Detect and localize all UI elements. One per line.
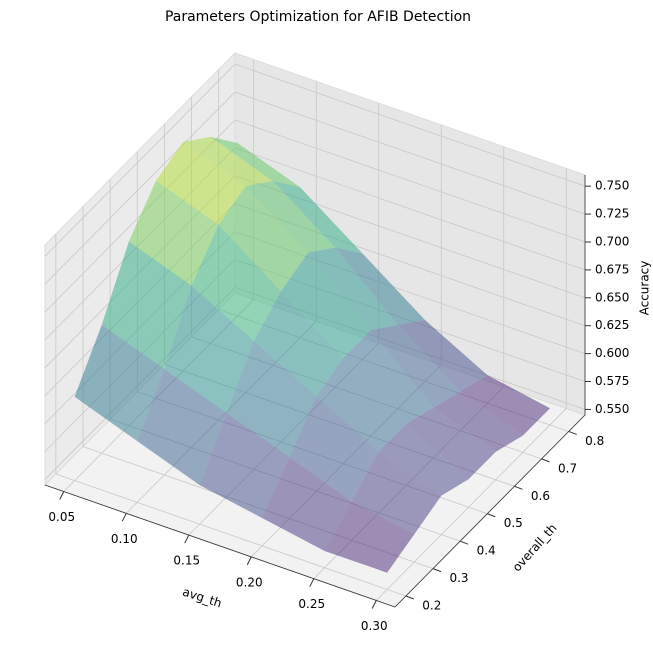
x-tick [59, 491, 65, 500]
grid-line [375, 408, 567, 601]
surface-face [210, 136, 300, 188]
surface-face [351, 451, 442, 535]
y-tick [487, 513, 496, 518]
x-tick [246, 556, 252, 566]
x-tick-label: 0.10 [111, 532, 138, 546]
x-tick-label: 0.25 [298, 597, 325, 611]
y-tick [432, 568, 442, 573]
surface-face [397, 320, 488, 392]
z-tick-label: 0.750 [595, 179, 629, 193]
y-tick-label: 0.5 [504, 516, 523, 530]
grid-line [44, 91, 236, 285]
surface-face [226, 340, 317, 458]
z-tick-label: 0.725 [595, 207, 629, 221]
surface-face [164, 285, 254, 413]
surface-face [281, 252, 371, 358]
y-tick-label: 0.4 [477, 544, 496, 558]
y-tick [568, 430, 577, 435]
surface-face [253, 291, 344, 397]
grid-line [234, 63, 586, 187]
z-tick-label: 0.550 [595, 402, 629, 416]
z-tick-label: 0.650 [595, 290, 629, 304]
surface-face [406, 407, 496, 480]
x-tick-label: 0.30 [361, 619, 388, 633]
surface-face [343, 330, 434, 424]
surface-face [137, 368, 227, 486]
x-tick-label: 0.05 [48, 510, 75, 524]
x-tick [371, 600, 377, 609]
surface-face [308, 247, 398, 331]
z-tick-label: 0.625 [595, 318, 629, 332]
z-tick-label: 0.600 [595, 346, 629, 360]
surface-face [156, 142, 246, 225]
grid-line [55, 473, 406, 597]
surface-face [316, 357, 406, 452]
x-tick [121, 513, 127, 522]
surface-face [245, 181, 336, 253]
z-axis-label: Accuracy [638, 261, 652, 316]
x-tick [309, 578, 315, 587]
surface-face [289, 396, 379, 502]
y-tick-label: 0.3 [449, 571, 468, 585]
x-tick-label: 0.20 [236, 575, 263, 589]
y-tick [514, 485, 523, 490]
surface-face [74, 324, 165, 441]
x-tick [184, 534, 190, 544]
chart-title: Parameters Optimization for AFIB Detecti… [165, 9, 471, 25]
surface-face [378, 424, 469, 496]
axis-line [394, 414, 586, 608]
surface-face [183, 136, 273, 187]
surface-face [370, 325, 461, 408]
axis-line [44, 484, 396, 608]
grid-line [234, 147, 586, 271]
y-tick-label: 0.7 [558, 461, 577, 475]
surface-face [128, 180, 219, 286]
surface-face [191, 224, 281, 341]
grid-line [234, 91, 586, 215]
surface-face [218, 186, 309, 292]
surface-face [433, 391, 523, 452]
x-axis-label: avg_th [181, 585, 224, 611]
surface-face [199, 413, 290, 518]
surface-face [262, 457, 352, 551]
surface-face [324, 501, 415, 573]
y-tick [459, 540, 469, 545]
grid-line [234, 119, 586, 243]
surface-face [272, 181, 363, 254]
y-tick-label: 0.8 [585, 434, 604, 448]
surface-face [460, 375, 550, 436]
x-tick-label: 0.15 [173, 554, 200, 568]
y-tick [405, 595, 415, 600]
y-tick-label: 0.2 [422, 599, 441, 613]
y-tick [541, 458, 550, 463]
grid-line [44, 63, 236, 257]
y-tick-label: 0.6 [531, 489, 550, 503]
z-tick-label: 0.575 [595, 374, 629, 388]
z-tick-label: 0.675 [595, 262, 629, 276]
z-tick-label: 0.700 [595, 234, 629, 248]
surface-face [335, 247, 425, 326]
surface-face [101, 241, 192, 369]
